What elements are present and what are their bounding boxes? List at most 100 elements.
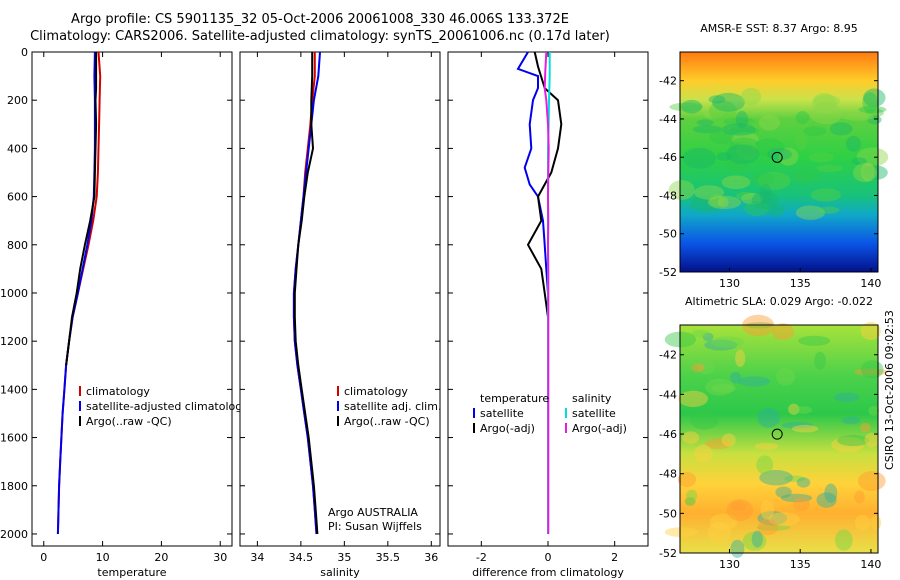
map-texture-patch xyxy=(775,486,792,498)
map-texture-patch xyxy=(711,336,744,348)
map-texture-patch xyxy=(860,422,871,433)
map-texture-patch xyxy=(664,527,699,537)
y-tick-label: -42 xyxy=(659,349,677,362)
map-texture-patch xyxy=(760,499,774,520)
map-texture-patch xyxy=(735,349,746,367)
y-tick-label: -50 xyxy=(659,507,677,520)
map-texture-patch xyxy=(809,102,843,125)
map-texture-patch xyxy=(677,472,697,487)
annotation-text: PI: Susan Wijffels xyxy=(328,520,422,533)
y-tick-label: 600 xyxy=(7,191,28,204)
map-texture-patch xyxy=(788,403,800,415)
map-texture-patch xyxy=(742,531,767,551)
map-texture-patch xyxy=(684,497,696,506)
map-texture-patch xyxy=(837,434,870,447)
map-texture-patch xyxy=(690,195,724,214)
legend-label: Argo(..raw -QC) xyxy=(86,415,172,428)
side-timestamp-label: CSIRO 13-Oct-2006 09:02:53 xyxy=(883,310,896,470)
map-texture-patch xyxy=(776,367,796,386)
y-tick-label: -42 xyxy=(659,75,677,88)
map-texture-patch xyxy=(682,431,700,444)
x-tick-label: 36 xyxy=(424,551,438,564)
y-tick-label: 1600 xyxy=(0,432,28,445)
y-tick-label: 0 xyxy=(21,46,28,59)
x-tick-label: 0 xyxy=(40,551,47,564)
y-tick-label: 1200 xyxy=(0,335,28,348)
map-texture-patch xyxy=(708,194,725,207)
map-texture-patch xyxy=(707,195,742,210)
map-texture-patch xyxy=(686,489,698,501)
map-texture-patch xyxy=(796,477,811,488)
x-tick-label: 0 xyxy=(545,551,552,564)
map-texture-patch xyxy=(781,422,814,429)
map-texture-patch xyxy=(862,92,878,114)
map-texture-patch xyxy=(736,139,758,160)
x-tick-label: 130 xyxy=(719,277,740,290)
legend-group-title: temperature xyxy=(480,392,549,405)
map-texture-patch xyxy=(818,206,840,214)
map-texture-patch xyxy=(744,201,770,217)
legend-group-title: salinity xyxy=(572,392,612,405)
map-texture-patch xyxy=(791,424,819,433)
map-texture-patch xyxy=(737,376,771,387)
map-texture-patch xyxy=(835,529,853,551)
map-texture-patch xyxy=(741,87,762,106)
difference-panel: -2 0 2 difference from climatology temperatu… xyxy=(447,51,649,579)
map-texture-patch xyxy=(854,368,888,376)
legend-label: Argo(-adj) xyxy=(572,422,627,435)
map-texture-patch xyxy=(854,490,865,504)
map-texture-patch xyxy=(694,185,725,200)
x-tick-label: 140 xyxy=(860,558,881,571)
map-texture-patch xyxy=(730,371,742,384)
map-texture-patch xyxy=(824,483,838,503)
map-texture-patch xyxy=(669,102,704,112)
map-texture-patch xyxy=(668,180,695,200)
map-texture-patch xyxy=(682,147,716,169)
map-texture-patch xyxy=(861,360,884,379)
map-texture-patch xyxy=(864,432,879,448)
map-texture-patch xyxy=(705,438,731,450)
map-texture-patch xyxy=(756,455,774,475)
map-texture-patch xyxy=(784,475,805,483)
legend-label: satellite xyxy=(480,407,524,420)
y-tick-label: -52 xyxy=(659,547,677,560)
map-texture-patch xyxy=(758,115,781,131)
legend-label: Argo(-adj) xyxy=(480,422,535,435)
x-tick-label: 35.5 xyxy=(376,551,401,564)
argo-float-marker xyxy=(771,151,783,163)
map-texture-patch xyxy=(841,112,874,121)
map-texture-patch xyxy=(803,126,827,137)
map-texture-patch xyxy=(707,521,732,543)
map-title: AMSR-E SST: 8.37 Argo: 8.95 xyxy=(700,22,858,35)
x-axis-label: salinity xyxy=(320,566,360,579)
map-texture-patch xyxy=(865,108,884,118)
map-texture-patch xyxy=(757,171,791,190)
map-texture-patch xyxy=(759,183,772,205)
map-texture-patch xyxy=(721,433,736,447)
x-tick-label: 34.5 xyxy=(289,551,314,564)
sst-map-panel: AMSR-E SST: 8.37 Argo: 8.95 130 135 140 -42 -… xyxy=(659,22,889,290)
map-texture-patch xyxy=(725,153,749,172)
sla-map-panel: Altimetric SLA: 0.029 Argo: -0.022 130 135… xyxy=(659,295,888,571)
map-texture-patch xyxy=(855,514,871,531)
map-texture-patch xyxy=(694,444,713,463)
y-tick-label: 2000 xyxy=(0,528,28,541)
annotation-text: Argo AUSTRALIA xyxy=(328,506,418,519)
map-texture-patch xyxy=(795,129,808,151)
x-tick-label: 34 xyxy=(250,551,264,564)
map-texture-patch xyxy=(751,530,763,548)
map-texture-patch xyxy=(756,524,791,531)
map-texture-patch xyxy=(725,144,760,165)
map-texture-patch xyxy=(757,519,779,536)
map-texture-patch xyxy=(717,196,729,208)
map-texture-patch xyxy=(816,164,843,172)
map-texture-patch xyxy=(791,168,821,184)
salinity-panel: 34 34.5 35 35.5 36 salinity climatology satelli… xyxy=(239,51,441,579)
x-tick-label: 35 xyxy=(337,551,351,564)
map-texture-patch xyxy=(771,323,795,341)
map-texture-patch xyxy=(757,407,780,428)
figure-title-line2: Climatology: CARS2006. Satellite-adjuste… xyxy=(30,29,610,44)
y-tick-label: -48 xyxy=(659,468,677,481)
map-texture-patch xyxy=(705,378,735,396)
map-texture-patch xyxy=(814,351,826,370)
